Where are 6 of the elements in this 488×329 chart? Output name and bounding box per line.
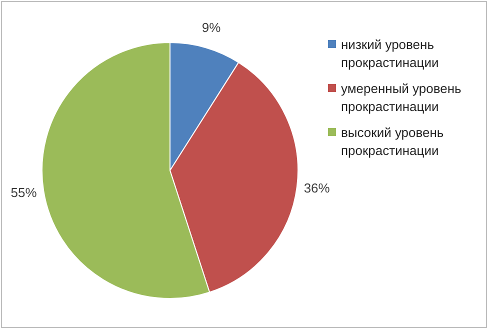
legend-label: умеренный уровень прокрастинации	[341, 80, 462, 116]
data-label: 36%	[304, 180, 330, 196]
legend-label: высокий уровень прокрастинации	[341, 124, 445, 160]
data-label: 55%	[10, 185, 38, 200]
legend-label: низкий уровень прокрастинации	[341, 36, 440, 72]
data-label: 9%	[202, 20, 222, 35]
